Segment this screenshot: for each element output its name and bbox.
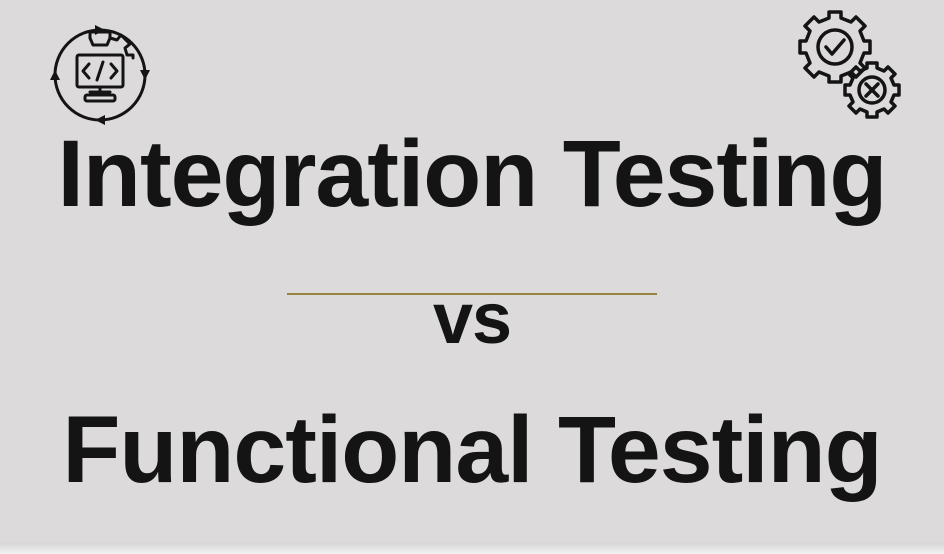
- functional-testing-title: Functional Testing: [0, 396, 944, 505]
- integration-testing-title: Integration Testing: [0, 120, 944, 229]
- gears-check-cross-icon: [779, 8, 909, 128]
- bottom-fade: [0, 542, 944, 554]
- vs-text: vs: [0, 278, 944, 360]
